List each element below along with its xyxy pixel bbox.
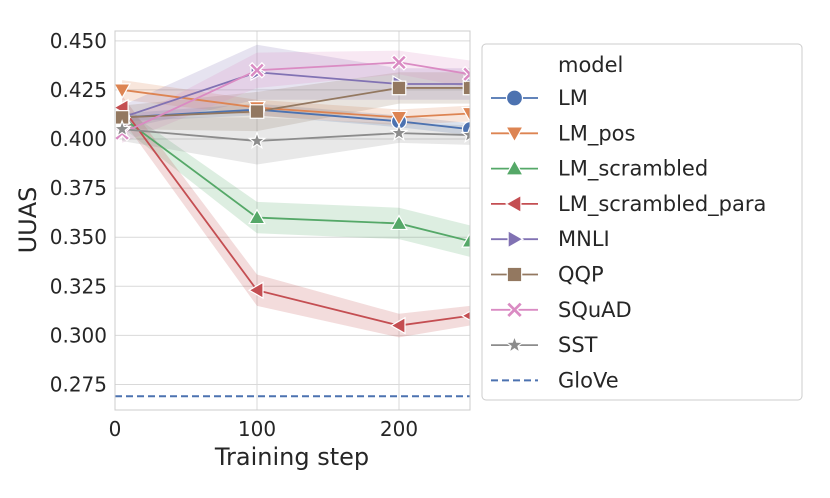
line-qqp bbox=[122, 87, 470, 119]
plot-frame bbox=[114, 30, 471, 411]
legend-title: model bbox=[558, 53, 623, 77]
legend-label-squad: SQuAD bbox=[558, 298, 632, 322]
point-qqp bbox=[462, 80, 470, 96]
y-tick-label: 0.325 bbox=[50, 274, 107, 298]
legend-label-lm-pos: LM_pos bbox=[558, 121, 635, 146]
series-markers bbox=[115, 54, 470, 335]
legend-entries: LM LM_pos LM_scrambled LM_scrambled_para MNL… bbox=[491, 86, 766, 392]
y-tick-label: 0.300 bbox=[50, 323, 107, 347]
band-lm-pos bbox=[122, 80, 470, 126]
legend-marker-lm-scrambled bbox=[505, 158, 524, 176]
x-axis-label: Training step bbox=[214, 443, 369, 471]
y-tick-label: 0.275 bbox=[50, 372, 107, 396]
point-squad bbox=[248, 61, 266, 79]
point-lm-scrambled-para bbox=[389, 316, 406, 335]
legend-label-lm-scrambled: LM_scrambled bbox=[558, 157, 708, 182]
point-lm-scrambled bbox=[390, 214, 408, 231]
point-squad bbox=[390, 54, 408, 71]
line-lm-pos bbox=[121, 89, 470, 119]
line-squad bbox=[121, 61, 470, 134]
y-tick-labels: 0.275 0.300 0.325 0.350 0.375 0.400 0.425 0.450 bbox=[50, 29, 107, 397]
x-tick-label: 0 bbox=[109, 417, 122, 441]
y-tick-label: 0.450 bbox=[50, 29, 107, 53]
point-lm-pos bbox=[115, 83, 131, 100]
band-qqp bbox=[122, 72, 470, 132]
point-lm-scrambled bbox=[461, 232, 470, 248]
plot-background bbox=[115, 31, 470, 410]
y-tick-label: 0.375 bbox=[50, 176, 107, 200]
legend: model LM LM_pos LM_scrambled LM_scrambled_p… bbox=[481, 43, 803, 401]
confidence-bands bbox=[122, 44, 470, 338]
legend-marker-lm-pos bbox=[505, 126, 524, 143]
legend-label-lm: LM bbox=[558, 86, 588, 110]
legend-marker-sst bbox=[504, 334, 525, 354]
legend-box bbox=[481, 43, 803, 401]
legend-label-qqp: QQP bbox=[558, 263, 604, 287]
legend-marker-qqp bbox=[506, 266, 523, 283]
point-lm-scrambled-para bbox=[247, 281, 264, 300]
point-sst bbox=[115, 119, 132, 138]
y-tick-label: 0.400 bbox=[50, 127, 107, 151]
point-lm-pos bbox=[461, 106, 470, 123]
legend-marker-squad bbox=[505, 300, 524, 319]
point-lm-pos bbox=[390, 110, 408, 127]
band-lm-scrambled bbox=[122, 107, 470, 257]
point-sst bbox=[247, 130, 267, 150]
point-qqp bbox=[391, 80, 407, 96]
legend-label-glove: GloVe bbox=[558, 368, 619, 392]
band-sst bbox=[122, 117, 470, 165]
band-lm-scrambled-para bbox=[122, 95, 470, 338]
line-mnli bbox=[121, 71, 470, 119]
point-lm-scrambled-para bbox=[460, 310, 470, 321]
legend-marker-lm bbox=[505, 89, 524, 107]
point-qqp bbox=[249, 104, 265, 119]
y-tick-label: 0.425 bbox=[50, 78, 107, 102]
y-tick-label: 0.350 bbox=[50, 225, 107, 249]
point-squad bbox=[461, 65, 470, 83]
line-lm-scrambled-para bbox=[121, 107, 470, 327]
series-lines bbox=[115, 61, 470, 398]
legend-label-lm-scrambled-para: LM_scrambled_para bbox=[558, 192, 766, 217]
point-sst bbox=[389, 123, 409, 142]
x-tick-label: 100 bbox=[238, 417, 276, 441]
line-lm-scrambled bbox=[121, 116, 470, 242]
legend-label-mnli: MNLI bbox=[558, 227, 610, 251]
x-tick-label: 200 bbox=[380, 417, 418, 441]
line-sst bbox=[122, 128, 470, 142]
band-squad bbox=[122, 50, 470, 143]
legend-label-sst: SST bbox=[558, 333, 598, 357]
legend-marker-lm-scrambled-para bbox=[504, 194, 522, 214]
line-lm bbox=[122, 108, 470, 131]
point-lm-scrambled bbox=[248, 208, 266, 225]
x-tick-labels: 0 100 200 bbox=[109, 417, 418, 441]
y-axis-label: UUAS bbox=[14, 187, 42, 254]
band-mnli bbox=[122, 44, 470, 130]
point-sst bbox=[460, 125, 470, 144]
legend-marker-mnli bbox=[507, 229, 525, 249]
